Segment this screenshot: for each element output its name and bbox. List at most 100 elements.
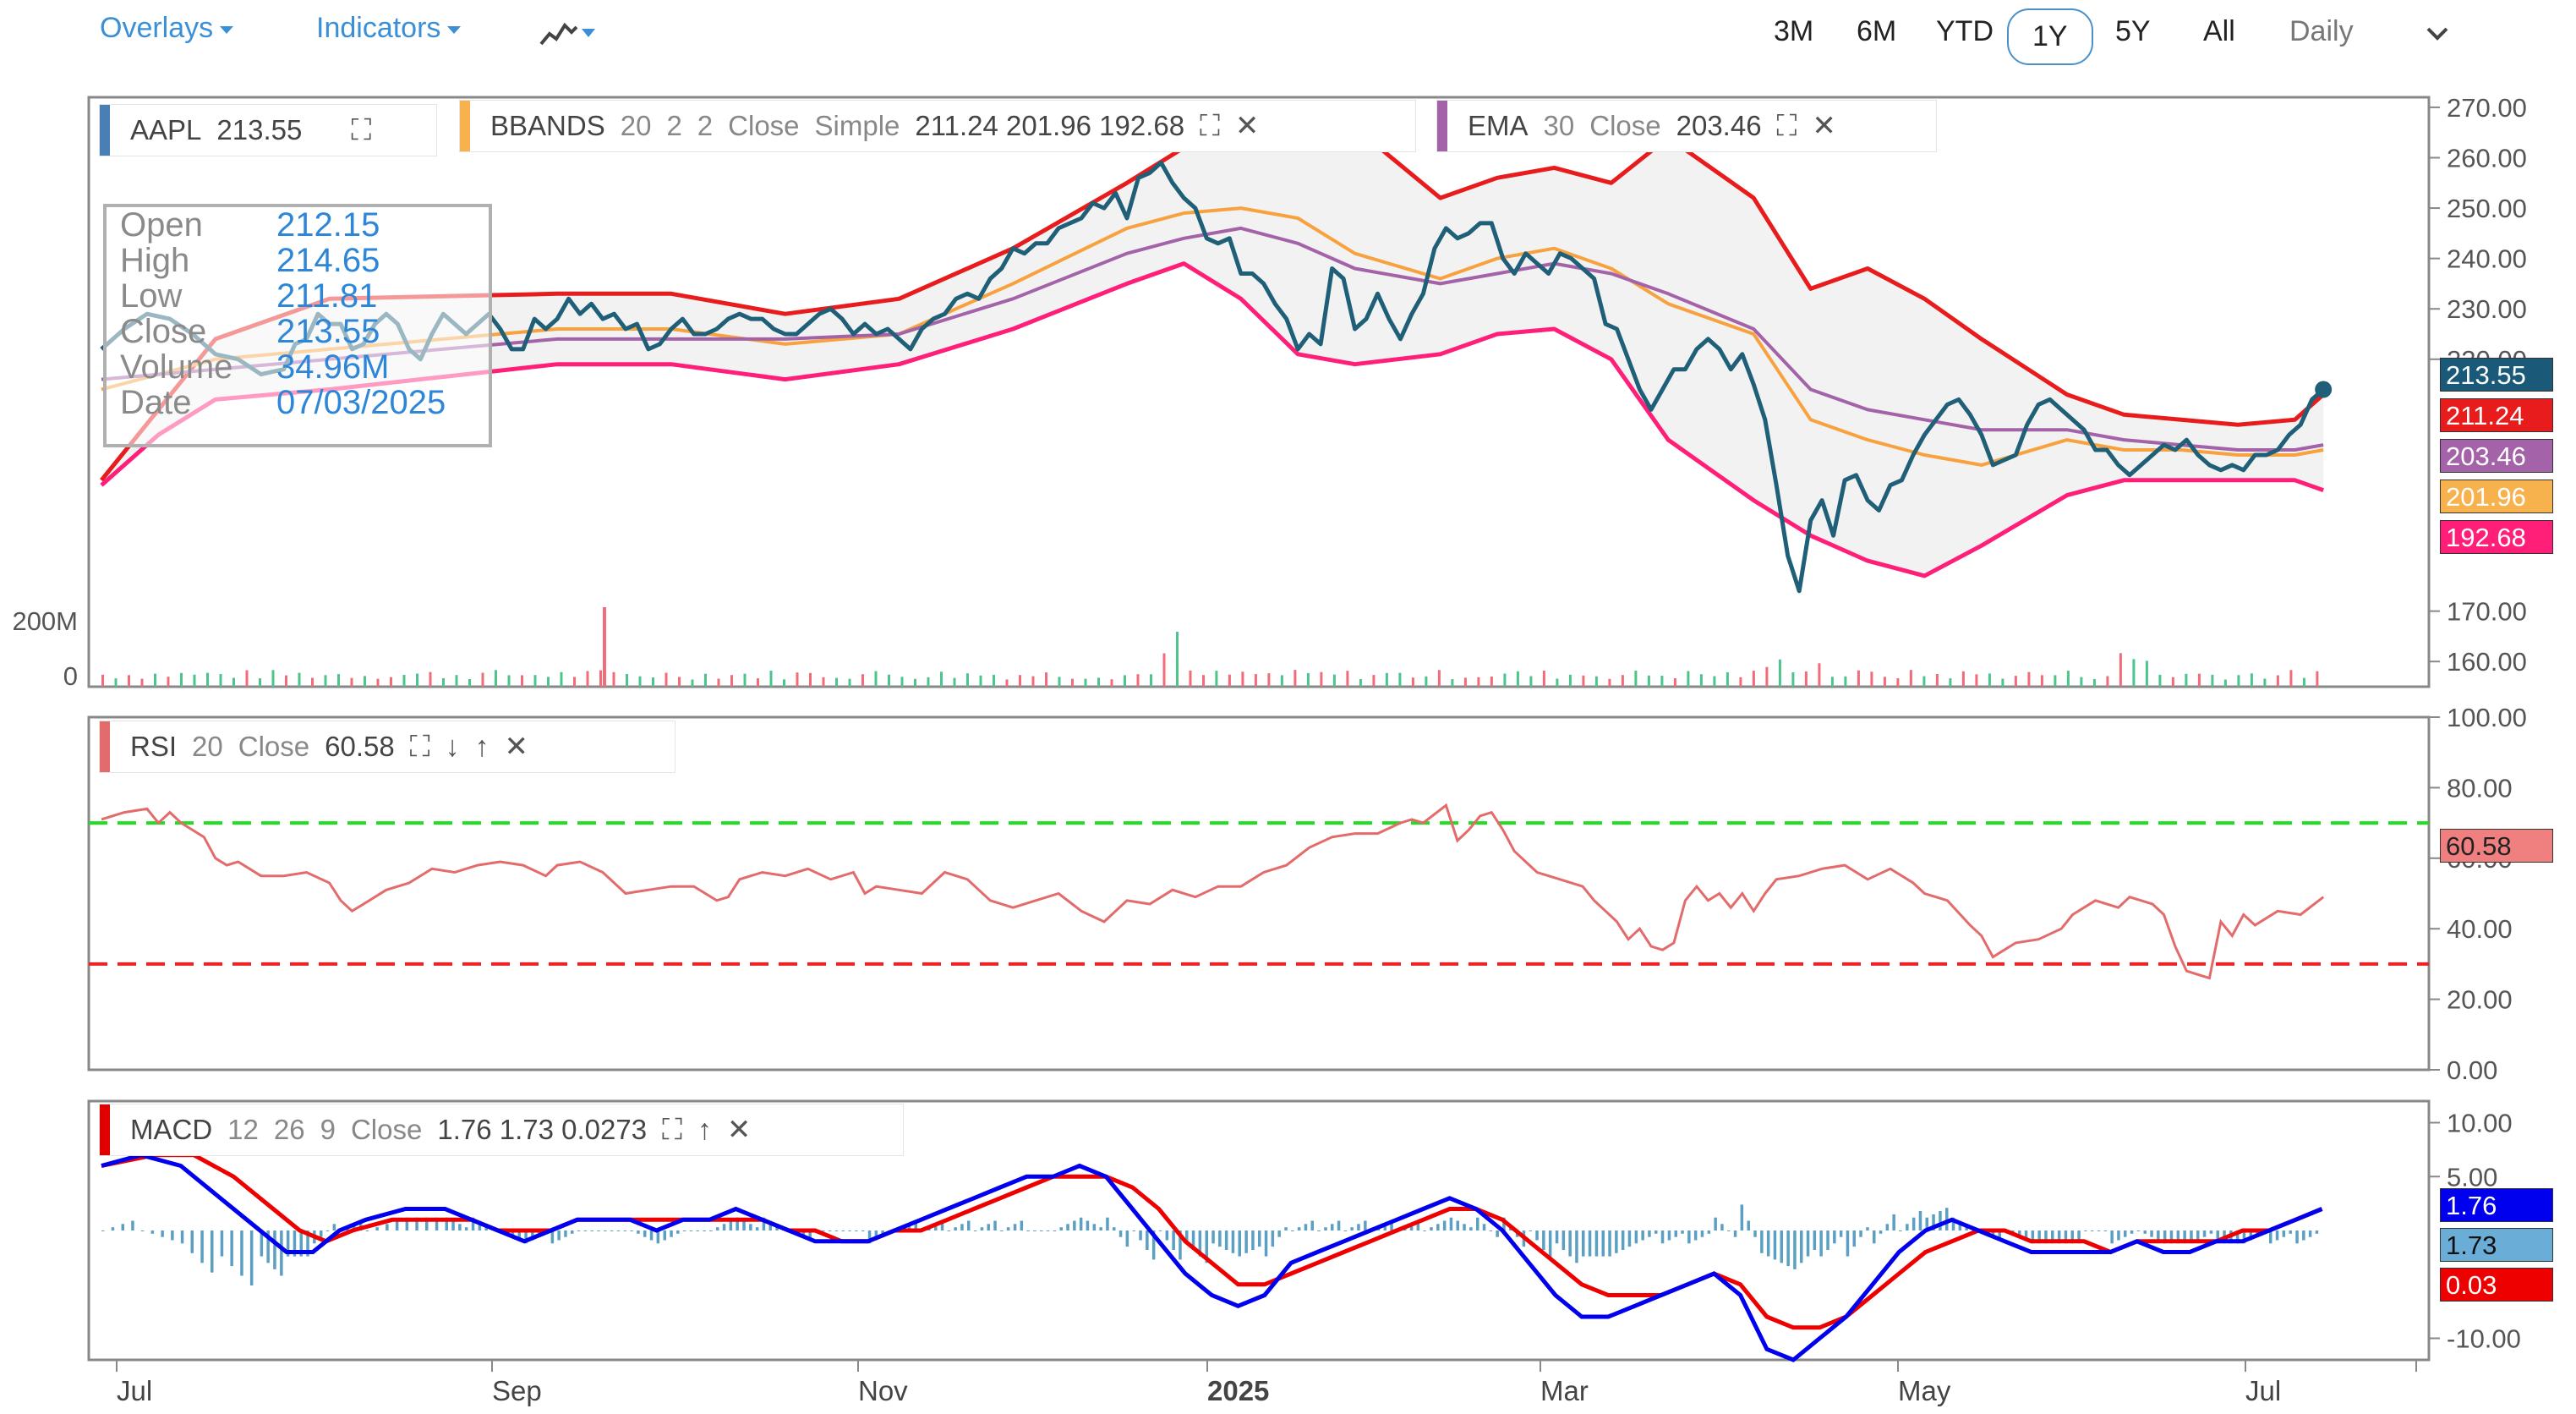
move-up-icon[interactable]: ↑ bbox=[474, 730, 489, 763]
macd-histogram-bar bbox=[260, 1230, 264, 1257]
expand-icon[interactable]: ⛶ bbox=[409, 730, 430, 763]
volume-bar bbox=[1437, 670, 1441, 687]
volume-bar bbox=[219, 674, 222, 687]
price-axis-label: 230.00 bbox=[2447, 294, 2527, 324]
volume-bar bbox=[1385, 672, 1388, 687]
macd-histogram-bar bbox=[1892, 1214, 1895, 1230]
legend-name: BBANDS bbox=[490, 110, 605, 141]
macd-histogram-bar bbox=[1125, 1230, 1129, 1247]
volume-bar bbox=[1293, 670, 1297, 687]
volume-bar bbox=[1215, 671, 1218, 687]
legend-color-swatch bbox=[460, 101, 470, 151]
volume-bar bbox=[2185, 673, 2188, 687]
range-6m[interactable]: 6M bbox=[1857, 15, 1897, 47]
macd-histogram-bar bbox=[1291, 1230, 1294, 1231]
volume-bar bbox=[691, 679, 694, 687]
volume-bar bbox=[874, 671, 878, 687]
volume-bar bbox=[1844, 676, 1847, 687]
range-all[interactable]: All bbox=[2203, 15, 2235, 47]
legend-value: 213.55 bbox=[216, 114, 303, 145]
range-ytd[interactable]: YTD bbox=[1936, 15, 1994, 47]
macd-histogram-bar bbox=[1588, 1230, 1592, 1257]
macd-histogram-bar bbox=[1766, 1230, 1770, 1257]
chart-type-menu[interactable] bbox=[538, 17, 597, 58]
volume-bar bbox=[1254, 674, 1257, 687]
macd-histogram-bar bbox=[1059, 1227, 1063, 1230]
legend-color-swatch bbox=[1437, 101, 1447, 151]
macd-histogram-bar bbox=[1773, 1230, 1777, 1260]
volume-bar bbox=[2145, 660, 2148, 687]
volume-bar bbox=[2092, 678, 2096, 687]
macd-histogram-bar bbox=[1086, 1220, 1090, 1230]
legend-macd[interactable]: MACD 12 26 9 Close 1.76 1.73 0.0273 ⛶ ↑ … bbox=[100, 1104, 903, 1155]
legend-ema[interactable]: EMA 30 Close 203.46 ⛶ ✕ bbox=[1437, 101, 1936, 151]
volume-bar bbox=[1005, 679, 1009, 687]
macd-histogram-bar bbox=[1258, 1230, 1261, 1247]
macd-histogram-bar bbox=[1693, 1230, 1698, 1241]
legend-field: Close bbox=[238, 731, 310, 762]
volume-bar bbox=[2040, 675, 2043, 687]
close-icon[interactable]: ✕ bbox=[504, 731, 529, 763]
overlays-menu[interactable]: Overlays bbox=[100, 12, 234, 45]
close-icon[interactable]: ✕ bbox=[726, 1114, 752, 1146]
macd-histogram-bar bbox=[907, 1224, 911, 1230]
macd-histogram-bar bbox=[2169, 1230, 2174, 1244]
macd-histogram-bar bbox=[1833, 1230, 1836, 1244]
macd-histogram-bar bbox=[1092, 1224, 1097, 1230]
volume-bar bbox=[665, 672, 668, 687]
expand-icon[interactable]: ⛶ bbox=[1200, 109, 1220, 142]
macd-histogram-bar bbox=[1839, 1230, 1843, 1237]
macd-histogram-bar bbox=[1866, 1227, 1869, 1230]
macd-histogram-bar bbox=[1053, 1230, 1057, 1231]
expand-icon[interactable]: ⛶ bbox=[662, 1113, 682, 1146]
macd-histogram-bar bbox=[980, 1227, 984, 1230]
macd-histogram-bar bbox=[1714, 1217, 1717, 1230]
macd-histogram-bar bbox=[1211, 1230, 1215, 1244]
interval-dropdown[interactable] bbox=[2425, 19, 2450, 52]
volume-bar bbox=[1477, 677, 1480, 687]
volume-bar bbox=[2223, 679, 2227, 687]
macd-histogram-bar bbox=[987, 1224, 990, 1230]
legend-rsi[interactable]: RSI 20 Close 60.58 ⛶ ↓ ↑ ✕ bbox=[100, 721, 675, 772]
macd-histogram-bar bbox=[1687, 1230, 1691, 1244]
volume-bar bbox=[547, 677, 550, 687]
macd-histogram-bar bbox=[1700, 1230, 1704, 1237]
macd-histogram-bar bbox=[623, 1230, 627, 1231]
volume-bar bbox=[232, 677, 235, 687]
volume-bar bbox=[1359, 678, 1362, 687]
expand-icon[interactable]: ⛶ bbox=[1776, 109, 1797, 142]
move-down-icon[interactable]: ↓ bbox=[445, 730, 460, 763]
volume-bar bbox=[743, 673, 747, 687]
interval-select[interactable]: Daily bbox=[2289, 15, 2354, 48]
macd-histogram-bar bbox=[230, 1230, 233, 1267]
macd-histogram-bar bbox=[722, 1224, 726, 1230]
volume-bar bbox=[390, 677, 392, 687]
range-5y[interactable]: 5Y bbox=[2115, 15, 2151, 47]
close-icon[interactable]: ✕ bbox=[1812, 110, 1836, 142]
price-tag-bb-middle: 201.96 bbox=[2440, 480, 2553, 513]
macd-histogram-bar bbox=[848, 1230, 851, 1231]
rsi-line bbox=[101, 803, 2325, 980]
range-1y[interactable]: 1Y bbox=[2007, 8, 2093, 65]
macd-histogram-bar bbox=[1079, 1217, 1083, 1230]
range-3m[interactable]: 3M bbox=[1774, 15, 1814, 47]
expand-icon[interactable]: ⛶ bbox=[351, 113, 372, 146]
legend-field: Close bbox=[728, 110, 800, 141]
indicators-menu[interactable]: Indicators bbox=[316, 12, 462, 45]
macd-histogram-bar bbox=[947, 1230, 951, 1231]
volume-bar bbox=[1791, 672, 1795, 687]
volume-bar bbox=[1634, 671, 1638, 687]
volume-bar bbox=[861, 674, 864, 687]
macd-histogram-bar bbox=[2097, 1230, 2101, 1231]
move-up-icon[interactable]: ↑ bbox=[697, 1113, 712, 1146]
volume-bar bbox=[180, 672, 183, 687]
macd-histogram-bar bbox=[1945, 1208, 1949, 1230]
legend-bbands[interactable]: BBANDS 20 2 2 Close Simple 211.24 201.96… bbox=[460, 101, 1415, 151]
close-icon[interactable]: ✕ bbox=[1234, 110, 1260, 142]
volume-bar bbox=[245, 670, 249, 687]
macd-histogram-bar bbox=[1118, 1230, 1123, 1237]
macd-histogram-bar bbox=[2289, 1230, 2292, 1234]
macd-histogram-bar bbox=[478, 1220, 482, 1230]
legend-aapl[interactable]: AAPL 213.55 ⛶ bbox=[100, 105, 436, 156]
